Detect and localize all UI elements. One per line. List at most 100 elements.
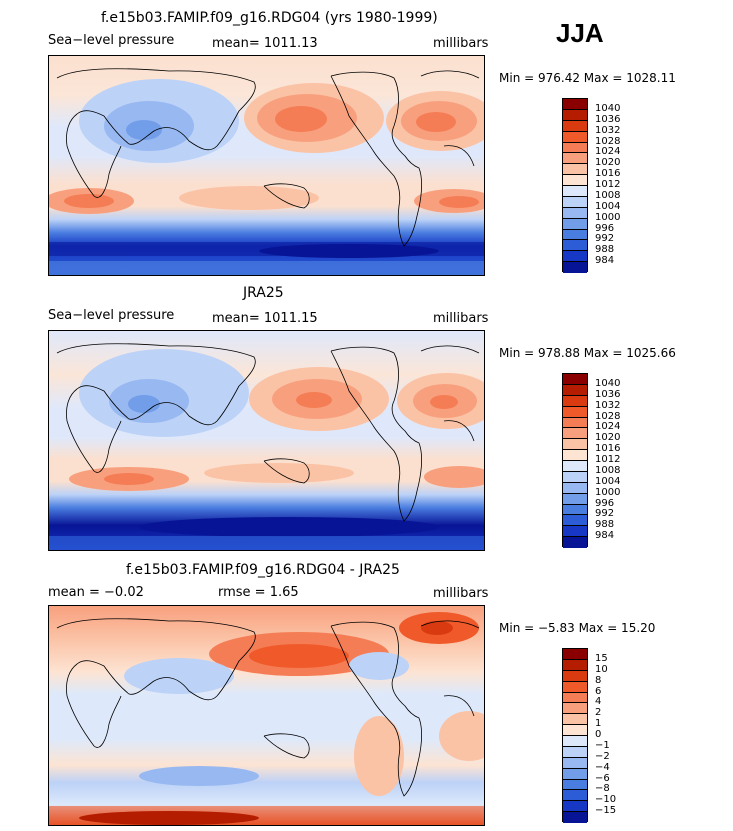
panel3-colorbar-swatch [563, 779, 587, 791]
panel1-colorbar-tick-label: 1004 [595, 200, 621, 212]
panel2-colorbar-tick-label: 1008 [595, 464, 621, 476]
panel2-title: JRA25 [243, 285, 284, 301]
panel3-colorbar-swatch [563, 703, 587, 715]
panel3-colorbar-swatch [563, 649, 587, 660]
panel3-colorbar-tick-label: −8 [595, 783, 610, 795]
panel2-colorbar-swatch [563, 384, 587, 396]
panel1-colorbar-swatch [563, 120, 587, 132]
panel1-colorbar-swatch [563, 240, 587, 252]
panel3-colorbar-swatch [563, 746, 587, 758]
panel3-colorbar-tick-label: −1 [595, 739, 610, 751]
panel3-map [48, 605, 485, 826]
panel3-colorbar-swatch [563, 790, 587, 802]
panel2-colorbar-swatch [563, 461, 587, 472]
panel2-colorbar-swatch [563, 471, 587, 483]
panel3-colorbar-swatch [563, 801, 587, 813]
panel2-colorbar-swatch [563, 450, 587, 461]
panel1-colorbar-tick-label: 1008 [595, 189, 621, 201]
panel1-colorbar-tick-label: 984 [595, 255, 615, 267]
panel2-minmax: Min = 978.88 Max = 1025.66 [499, 346, 676, 360]
panel3-colorbar-tick-label: 0 [595, 729, 602, 740]
panel2-colorbar-tick-label: 1040 [595, 377, 621, 389]
panel3-colorbar-tick-label: −10 [595, 794, 617, 806]
panel2-colorbar-swatch [563, 537, 587, 548]
panel3-colorbar-tick-label: 6 [595, 685, 602, 697]
panel2-colorbar-tick-label: 1004 [595, 475, 621, 487]
panel3-colorbar-tick-label: 10 [595, 663, 608, 675]
panel3-colorbar-tick-label: 1 [595, 718, 602, 730]
panel2-colorbar-swatch [563, 482, 587, 494]
panel3-colorbar-swatch [563, 757, 587, 769]
panel3-colorbar-tick-label: −6 [595, 772, 610, 784]
panel2-colorbar-swatch [563, 493, 587, 505]
panel1-colorbar-tick-label: 1000 [595, 211, 621, 223]
panel1-colorbar-swatch [563, 99, 587, 110]
panel2-colorbar [562, 373, 588, 548]
panel1-variable-label: Sea−level pressure [48, 33, 175, 48]
panel2-colorbar-swatch [563, 428, 587, 440]
panel1-colorbar-swatch [563, 131, 587, 143]
panel2-colorbar-tick-label: 988 [595, 519, 615, 531]
panel2-colorbar-tick-label: 1016 [595, 443, 621, 455]
panel1-colorbar-swatch [563, 251, 587, 263]
panel3-colorbar-tick-label: 15 [595, 652, 608, 664]
panel1-colorbar-swatch [563, 196, 587, 208]
panel2-colorbar-swatch [563, 439, 587, 451]
panel1-colorbar-swatch [563, 164, 587, 176]
panel2-colorbar-tick-label: 1024 [595, 421, 621, 433]
panel2-colorbar-tick-label: 1032 [595, 399, 621, 411]
panel3-colorbar-swatch [563, 692, 587, 704]
panel3-colorbar [562, 648, 588, 823]
panel2-colorbar-tick-label: 996 [595, 497, 615, 509]
panel1-colorbar-tick-label: 1036 [595, 113, 621, 125]
panel1-colorbar-swatch [563, 207, 587, 219]
panel2-colorbar-swatch [563, 417, 587, 429]
season-label: JJA [556, 18, 604, 48]
panel2-colorbar-tick-label: 1012 [595, 454, 621, 465]
panel3-units: millibars [433, 586, 489, 601]
panel2-colorbar-tick-label: 984 [595, 530, 615, 542]
panel1-colorbar-tick-label: 1016 [595, 168, 621, 180]
panel3-colorbar-tick-label: −15 [595, 805, 617, 817]
panel2-mean: mean= 1011.15 [212, 311, 318, 326]
panel1-map [48, 55, 485, 276]
panel1-colorbar-tick-label: 1020 [595, 157, 621, 169]
panel2-colorbar-swatch [563, 515, 587, 527]
panel1-colorbar-swatch [563, 262, 587, 273]
panel1-colorbar-tick-label: 1040 [595, 102, 621, 114]
panel1-title: f.e15b03.FAMIP.f09_g16.RDG04 (yrs 1980-1… [101, 10, 438, 26]
panel3-colorbar-tick-label: 2 [595, 707, 602, 719]
panel1-colorbar-tick-label: 996 [595, 222, 615, 234]
panel2-colorbar-swatch [563, 374, 587, 385]
panel3-colorbar-swatch [563, 681, 587, 693]
panel1-minmax: Min = 976.42 Max = 1028.11 [499, 71, 676, 85]
panel2-colorbar-tick-label: 1036 [595, 388, 621, 400]
panel1-colorbar-swatch [563, 229, 587, 241]
panel1-colorbar [562, 98, 588, 273]
panel2-colorbar-swatch [563, 406, 587, 418]
panel1-colorbar-swatch [563, 109, 587, 121]
panel3-mean: mean = −0.02 [48, 585, 144, 600]
panel3-colorbar-swatch [563, 714, 587, 726]
panel3-colorbar-swatch [563, 812, 587, 823]
panel3-colorbar-tick-label: −4 [595, 761, 610, 773]
panel1-colorbar-swatch [563, 142, 587, 154]
panel2-units: millibars [433, 311, 489, 326]
panel1-colorbar-swatch [563, 175, 587, 186]
panel3-minmax: Min = −5.83 Max = 15.20 [499, 621, 656, 635]
panel2-map [48, 330, 485, 551]
panel3-colorbar-swatch [563, 725, 587, 736]
panel3-title: f.e15b03.FAMIP.f09_g16.RDG04 - JRA25 [126, 562, 400, 578]
panel3-colorbar-tick-label: −2 [595, 750, 610, 762]
panel1-colorbar-tick-label: 1028 [595, 135, 621, 147]
panel2-colorbar-swatch [563, 395, 587, 407]
panel2-colorbar-tick-label: 1000 [595, 486, 621, 498]
panel3-colorbar-tick-label: 4 [595, 696, 602, 708]
panel3-rmse: rmse = 1.65 [218, 585, 299, 600]
panel3-colorbar-tick-label: 8 [595, 674, 602, 686]
panel3-colorbar-swatch [563, 670, 587, 682]
panel2-colorbar-swatch [563, 526, 587, 538]
panel1-colorbar-tick-label: 988 [595, 244, 615, 256]
panel3-colorbar-swatch [563, 768, 587, 780]
panel1-units: millibars [433, 36, 489, 51]
